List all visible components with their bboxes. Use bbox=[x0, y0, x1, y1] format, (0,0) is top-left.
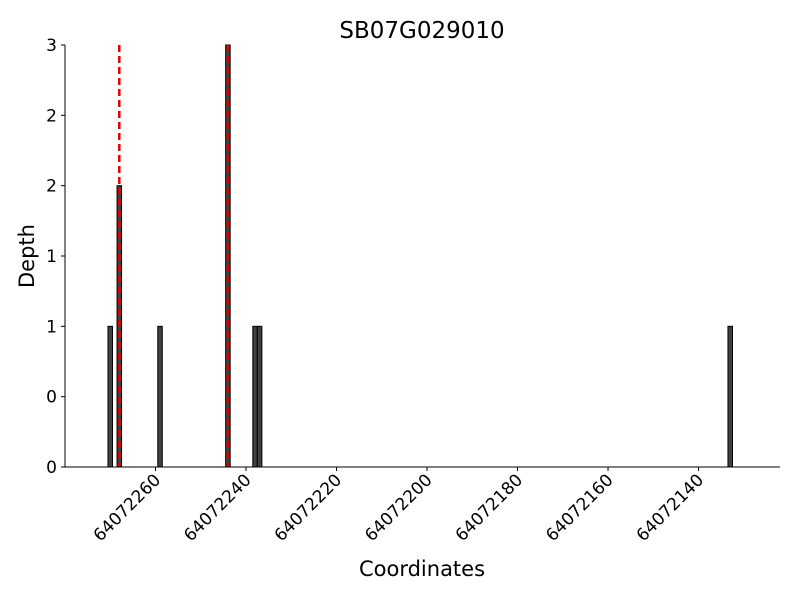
y-tick-label: 2 bbox=[46, 177, 57, 197]
y-tick-label: 2 bbox=[46, 106, 57, 126]
x-axis-label: Coordinates bbox=[359, 557, 485, 581]
bar bbox=[157, 325, 163, 468]
y-axis-label: Depth bbox=[15, 224, 39, 288]
y-tick-label: 1 bbox=[46, 317, 57, 337]
y-tick-label: 3 bbox=[46, 36, 57, 56]
y-tick-label: 0 bbox=[46, 388, 57, 408]
x-tick-label: 64072220 bbox=[271, 470, 346, 545]
bar bbox=[256, 325, 263, 468]
y-tick-label: 1 bbox=[46, 247, 57, 267]
x-tick-label: 64072240 bbox=[180, 470, 255, 545]
bar bbox=[252, 325, 258, 468]
x-tick-label: 64072260 bbox=[90, 470, 165, 545]
x-tick-label: 64072200 bbox=[361, 470, 436, 545]
bar bbox=[107, 325, 114, 468]
x-tick-label: 64072140 bbox=[633, 470, 708, 545]
chart-title: SB07G029010 bbox=[339, 18, 504, 44]
bar bbox=[727, 325, 733, 468]
y-tick-label: 0 bbox=[46, 458, 57, 478]
x-tick-label: 64072180 bbox=[452, 470, 527, 545]
x-tick-label: 64072160 bbox=[542, 470, 617, 545]
